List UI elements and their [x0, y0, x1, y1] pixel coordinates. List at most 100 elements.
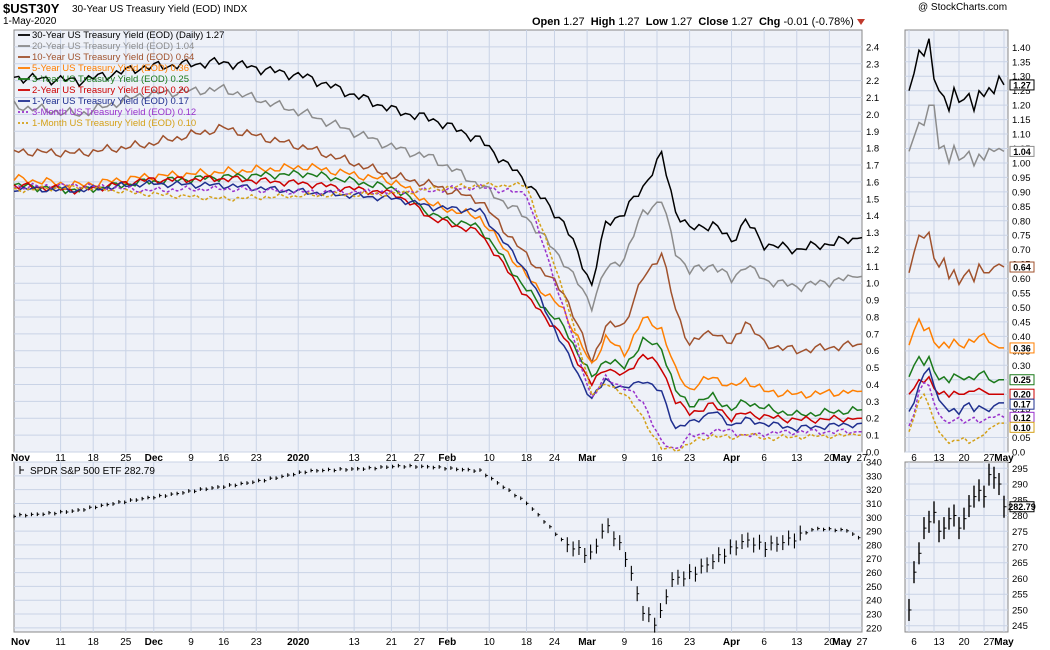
x-axis-label-bottom: 9	[622, 637, 628, 648]
x-axis-label: Feb	[438, 453, 456, 464]
zoom-yield-y-tick: 0.75	[1012, 231, 1031, 242]
exchange: INDX	[223, 4, 248, 15]
ohlc-readout: Open 1.27 High 1.27 Low 1.27 Close 1.27 …	[532, 16, 865, 28]
high-value: 1.27	[618, 16, 640, 28]
yield-y-tick: 0.6	[866, 346, 879, 357]
low-value: 1.27	[670, 16, 693, 28]
yield-series-line	[13, 56, 863, 288]
yield-y-tick: 2.3	[866, 59, 879, 70]
zoom-yield-value-tag-box	[1009, 145, 1035, 157]
close-label: Close	[698, 16, 729, 28]
zoom-spy-y-tick: 250	[1012, 605, 1028, 616]
zoom-yield-y-tick: 0.30	[1012, 361, 1031, 372]
zoom-x-label-bottom: 20	[958, 637, 970, 648]
yield-series-line	[13, 169, 863, 417]
yield-y-tick: 2.0	[866, 110, 879, 121]
x-axis-label: Dec	[145, 453, 164, 464]
legend-entry: 10-Year US Treasury Yield (EOD) 0.64	[32, 52, 194, 63]
low-label: Low	[645, 16, 668, 28]
zoom-x-label: 27	[983, 453, 995, 464]
x-axis-label-bottom: 2020	[287, 637, 310, 648]
zoom-yield-value-tag: 0.12	[1013, 413, 1031, 423]
x-axis-label-bottom: 11	[55, 637, 66, 648]
spy-y-tick: 230	[866, 610, 882, 621]
zoom-spy-y-tick: 265	[1012, 558, 1028, 569]
yield-series-line	[13, 162, 863, 399]
x-axis-label-bottom: 10	[484, 637, 496, 648]
x-axis-label: 23	[684, 453, 696, 464]
zoom-yield-value-tag-box	[1009, 261, 1035, 273]
chart-date: 1-May-2020	[3, 16, 57, 27]
yield-series-line	[13, 83, 863, 314]
yield-y-tick: 0.4	[866, 380, 879, 391]
x-axis-label-bottom: 18	[521, 637, 533, 648]
zoom-yield-series-line	[908, 392, 1004, 445]
x-axis-label-bottom: 6	[761, 637, 767, 648]
chg-value: -0.01 (-0.78%)	[783, 16, 854, 28]
x-axis-label-bottom: Nov	[11, 637, 30, 648]
x-axis-label: 6	[761, 453, 767, 464]
yield-y-tick: 1.4	[866, 211, 879, 222]
zoom-yield-value-tag: 0.10	[1013, 423, 1031, 433]
zoom-spy-value-tag: 282.79	[1008, 502, 1036, 512]
zoom-yield-y-tick: 1.25	[1012, 86, 1031, 97]
zoom-x-label-bottom: 6	[911, 637, 917, 648]
zoom-spy-y-tick: 260	[1012, 574, 1028, 585]
zoom-x-label-bottom: 13	[933, 637, 945, 648]
zoom-spy-y-tick: 280	[1012, 511, 1028, 522]
x-axis-label: May	[832, 453, 852, 464]
x-axis-label-bottom: 13	[349, 637, 361, 648]
yield-y-tick: 1.8	[866, 144, 879, 155]
x-axis-label: 16	[218, 453, 230, 464]
zoom-yield-series-line	[908, 317, 1004, 350]
spy-y-tick: 340	[866, 458, 882, 469]
legend-entry: 2-Year US Treasury Yield (EOD) 0.20	[32, 85, 189, 96]
zoom-yield-value-tag-box	[1009, 421, 1035, 433]
x-axis-label: 24	[549, 453, 561, 464]
x-axis-label-bottom: May	[832, 637, 852, 648]
zoom-spy-value-tag-box	[1009, 501, 1035, 513]
zoom-spy-y-tick: 270	[1012, 543, 1028, 554]
zoom-yield-value-tag: 1.27	[1013, 80, 1031, 90]
x-axis-label-bottom: 21	[386, 637, 398, 648]
x-axis-label-bottom: 16	[651, 637, 663, 648]
zoom-yield-y-tick: 0.85	[1012, 202, 1031, 213]
x-axis-label-bottom: 16	[218, 637, 230, 648]
yield-y-tick: 2.4	[866, 42, 879, 53]
zoom-yield-y-tick: 0.0	[1012, 448, 1025, 459]
yield-y-tick: 0.1	[866, 431, 879, 442]
x-axis-label: 23	[251, 453, 263, 464]
spy-y-tick: 280	[866, 540, 882, 551]
open-label: Open	[532, 16, 561, 28]
chart-name: 30-Year US Treasury Yield (EOD) INDX	[72, 4, 247, 15]
yield-y-tick: 1.7	[866, 161, 879, 172]
yield-y-tick: 2.2	[866, 76, 879, 87]
x-axis-label: 16	[651, 453, 663, 464]
yield-y-tick: 0.5	[866, 363, 879, 374]
zoom-yield-value-tag-box	[1009, 374, 1035, 386]
zoom-yield-y-tick: 1.00	[1012, 158, 1031, 169]
spy-y-tick: 320	[866, 485, 882, 496]
spy-y-tick: 220	[866, 623, 882, 634]
zoom-spy-y-tick: 245	[1012, 621, 1028, 632]
zoom-spy-y-tick: 295	[1012, 464, 1028, 475]
zoom-yield-value-tag: 0.36	[1013, 343, 1031, 353]
zoom-spy-y-tick: 275	[1012, 527, 1028, 538]
x-axis-label: 18	[521, 453, 533, 464]
yield-series-line	[13, 181, 863, 453]
legend-entry: 5-Year US Treasury Yield (EOD) 0.36	[32, 63, 189, 74]
zoom-yield-y-tick: 0.60	[1012, 274, 1031, 285]
spy-panel	[13, 461, 863, 633]
x-axis-label-bottom: 23	[251, 637, 263, 648]
zoom-yield-value-tag-box	[1009, 342, 1035, 354]
x-axis-label: 21	[386, 453, 398, 464]
x-axis-label: 13	[349, 453, 361, 464]
x-axis-label-bottom: 24	[549, 637, 561, 648]
series-name: 30-Year US Treasury Yield (EOD)	[72, 4, 221, 15]
zoom-yield-y-tick: 1.10	[1012, 130, 1031, 141]
yield-legend: 30-Year US Treasury Yield (EOD) (Daily) …	[18, 30, 224, 129]
zoom-yield-y-tick: 1.40	[1012, 43, 1031, 54]
x-axis-label: Nov	[11, 453, 30, 464]
x-axis-label: 27	[414, 453, 426, 464]
